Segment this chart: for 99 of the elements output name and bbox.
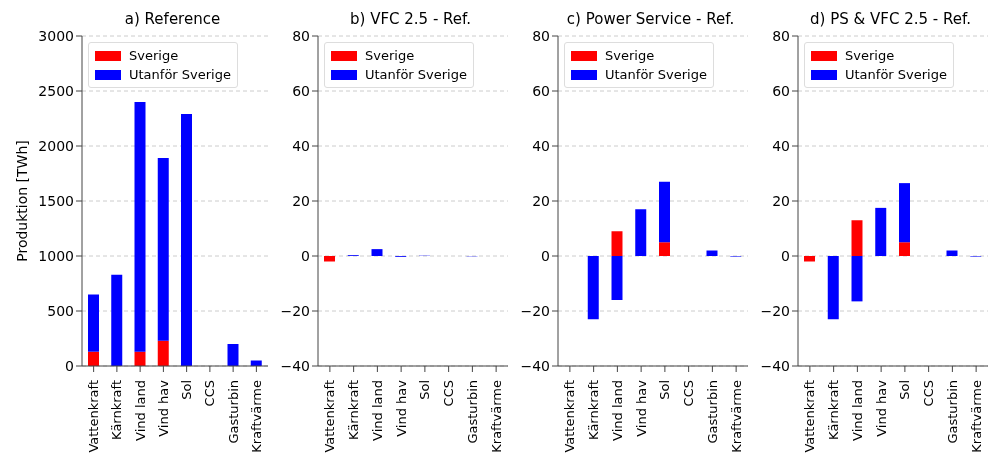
- bar: [659, 181, 670, 243]
- x-tick-label: Kärnkraft: [346, 380, 362, 440]
- y-tick-label: 1000: [38, 247, 74, 264]
- x-tick-label: Vind land: [849, 380, 865, 441]
- x-tick-label: Kärnkraft: [109, 380, 125, 440]
- bar: [88, 294, 99, 352]
- x-tick-label: Sol: [179, 380, 195, 400]
- bar: [851, 256, 863, 302]
- bar: [134, 351, 146, 366]
- y-tick-label: −40: [520, 357, 550, 374]
- y-tick-label: 60: [532, 82, 550, 99]
- bar: [111, 274, 123, 366]
- x-tick-label: Vattenkraft: [322, 380, 338, 453]
- y-tick-label: −20: [520, 302, 550, 319]
- x-tick-label: Gasturbin: [944, 380, 960, 444]
- bar: [88, 351, 99, 366]
- y-tick-label: 0: [65, 357, 74, 374]
- y-tick-label: 0: [301, 247, 310, 264]
- y-tick-label: 20: [532, 192, 550, 209]
- bar: [181, 114, 192, 366]
- x-tick-label: CCS: [441, 380, 457, 407]
- legend-label: Sverige: [365, 47, 415, 65]
- y-tick-label: 40: [532, 137, 550, 154]
- legend-label: Sverige: [845, 47, 895, 65]
- chart-title: b) VFC 2.5 - Ref.: [349, 10, 471, 28]
- y-tick-label: 60: [292, 82, 310, 99]
- y-tick-label: 40: [292, 137, 310, 154]
- bar: [706, 250, 718, 256]
- bar: [227, 344, 239, 366]
- x-tick-label: Kärnkraft: [586, 380, 602, 440]
- y-tick-label: −40: [760, 357, 790, 374]
- y-tick-label: 80: [772, 27, 790, 44]
- x-tick-label: Vind hav: [393, 379, 409, 437]
- chart-title: c) Power Service - Ref.: [566, 10, 735, 28]
- legend-label: Sverige: [605, 47, 655, 65]
- x-tick-label: Vattenkraft: [86, 380, 102, 453]
- bar: [157, 158, 169, 341]
- x-tick-label: CCS: [681, 380, 697, 407]
- legend-label: Utanför Sverige: [605, 66, 707, 84]
- x-tick-label: Vattenkraft: [802, 380, 818, 453]
- x-tick-label: Vind hav: [873, 379, 889, 437]
- bar: [587, 256, 599, 320]
- bar: [827, 256, 839, 320]
- bar: [804, 256, 815, 262]
- y-tick-label: 3000: [38, 27, 74, 44]
- bar: [635, 209, 647, 256]
- x-tick-label: Vind land: [132, 380, 148, 441]
- bar: [611, 231, 623, 256]
- x-tick-label: Gasturbin: [464, 380, 480, 444]
- x-tick-label: Gasturbin: [225, 380, 241, 444]
- x-tick-label: Kraftvärme: [968, 380, 984, 453]
- y-tick-label: 20: [292, 192, 310, 209]
- x-tick-label: Vind land: [369, 380, 385, 441]
- y-axis-title: Produktion [TWh]: [13, 140, 30, 262]
- legend-label: Utanför Sverige: [365, 66, 467, 84]
- y-tick-label: 2000: [38, 137, 74, 154]
- y-tick-label: 20: [772, 192, 790, 209]
- bar: [157, 340, 169, 366]
- y-tick-label: 0: [781, 247, 790, 264]
- y-tick-label: 80: [532, 27, 550, 44]
- y-tick-label: 500: [47, 302, 74, 319]
- legend-label: Sverige: [129, 47, 179, 65]
- bar: [946, 250, 958, 256]
- bar: [134, 102, 146, 352]
- y-tick-label: 2500: [38, 82, 74, 99]
- bar: [851, 220, 863, 256]
- x-tick-label: Vattenkraft: [562, 380, 578, 453]
- x-tick-label: Sol: [897, 380, 913, 400]
- x-tick-label: Vind land: [609, 380, 625, 441]
- y-tick-label: −40: [280, 357, 310, 374]
- x-tick-label: Kärnkraft: [826, 380, 842, 440]
- y-tick-label: −20: [760, 302, 790, 319]
- x-tick-label: Vind hav: [155, 379, 171, 437]
- y-tick-label: 60: [772, 82, 790, 99]
- y-tick-label: −20: [280, 302, 310, 319]
- bar: [899, 183, 910, 243]
- x-tick-label: Gasturbin: [704, 380, 720, 444]
- y-tick-label: 40: [772, 137, 790, 154]
- x-tick-label: Kraftvärme: [488, 380, 504, 453]
- chart-title: d) PS & VFC 2.5 - Ref.: [810, 10, 971, 28]
- bar: [899, 242, 910, 256]
- y-tick-label: 80: [292, 27, 310, 44]
- x-tick-label: Sol: [417, 380, 433, 400]
- legend-label: Utanför Sverige: [845, 66, 947, 84]
- y-tick-label: 0: [541, 247, 550, 264]
- x-tick-label: CCS: [202, 380, 218, 407]
- chart-title: a) Reference: [124, 10, 221, 28]
- legend-label: Utanför Sverige: [129, 66, 231, 84]
- x-tick-label: Kraftvärme: [248, 380, 264, 453]
- x-tick-label: CCS: [921, 380, 937, 407]
- bar: [875, 207, 887, 256]
- bar: [611, 256, 623, 300]
- x-tick-label: Kraftvärme: [728, 380, 744, 453]
- bar: [371, 249, 383, 256]
- bar: [324, 256, 335, 262]
- y-tick-label: 1500: [38, 192, 74, 209]
- x-tick-label: Sol: [657, 380, 673, 400]
- x-tick-label: Vind hav: [633, 379, 649, 437]
- bar: [659, 242, 670, 256]
